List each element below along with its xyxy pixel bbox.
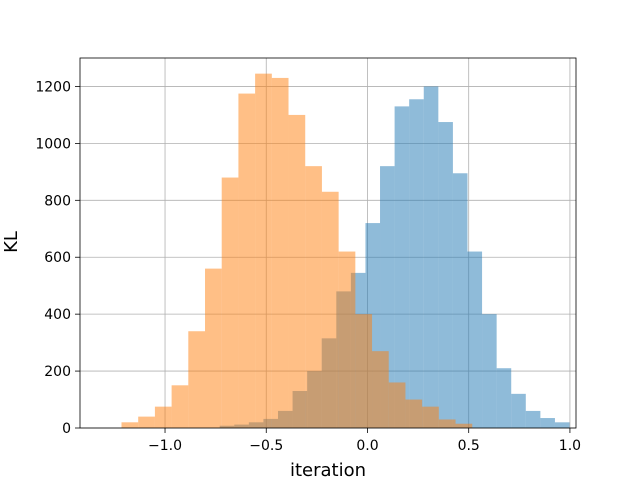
y-tick-label: 0 [62,421,71,437]
histogram-bar [288,114,306,428]
histogram-bar [121,422,139,428]
x-tick-label: 1.0 [559,438,581,454]
histogram-bar [511,393,526,428]
histogram-bar [554,422,570,428]
histogram-bar [409,99,424,429]
histogram-bar [221,177,239,428]
histogram-bar [405,399,423,428]
histogram-bar [422,406,439,428]
histogram-bar [452,173,468,428]
tick-marks: −1.0 −0.5 0.0 0.5 1.0 0 200 400 600 800 1000 1200 [35,79,581,454]
x-axis-label: iteration [290,460,366,480]
y-tick-label: 400 [44,307,71,323]
histogram-bar [496,368,512,428]
y-tick-label: 1200 [35,79,71,95]
y-tick-label: 200 [44,364,71,380]
histogram-bar [455,423,473,428]
histogram-bar [372,351,389,428]
histogram-bar [321,191,339,428]
histogram-bar [305,166,322,428]
histogram-bar [423,86,439,428]
bars [121,73,570,429]
histogram-bar [394,106,410,428]
histogram-bar [271,77,289,428]
histogram-bar [438,122,453,429]
histogram-bar [171,385,189,428]
histogram-bar [138,416,155,428]
histogram-bar [238,93,256,429]
histogram-bar [525,410,541,428]
x-tick-label: −1.0 [148,438,182,454]
y-axis-label: KL [1,231,22,253]
axes-frame [79,57,577,429]
x-tick-label: 0.5 [458,438,480,454]
y-tick-label: 1000 [35,136,71,152]
histogram-bar [205,268,222,428]
histogram-bar [154,406,172,428]
plot-area-border [79,57,577,429]
histogram-bar [438,419,456,428]
y-tick-label: 600 [44,250,71,266]
histogram-bar [482,314,497,428]
histogram-bar [338,251,356,428]
histogram-bar [255,73,272,429]
histogram-bar [467,251,483,428]
histogram-bar [388,382,406,428]
histogram-bar [355,314,373,428]
histogram-bar [540,418,555,428]
x-tick-label: 0.0 [356,438,378,454]
x-tick-label: −0.5 [249,438,283,454]
y-tick-label: 800 [44,193,71,209]
histogram-bar [188,331,206,428]
